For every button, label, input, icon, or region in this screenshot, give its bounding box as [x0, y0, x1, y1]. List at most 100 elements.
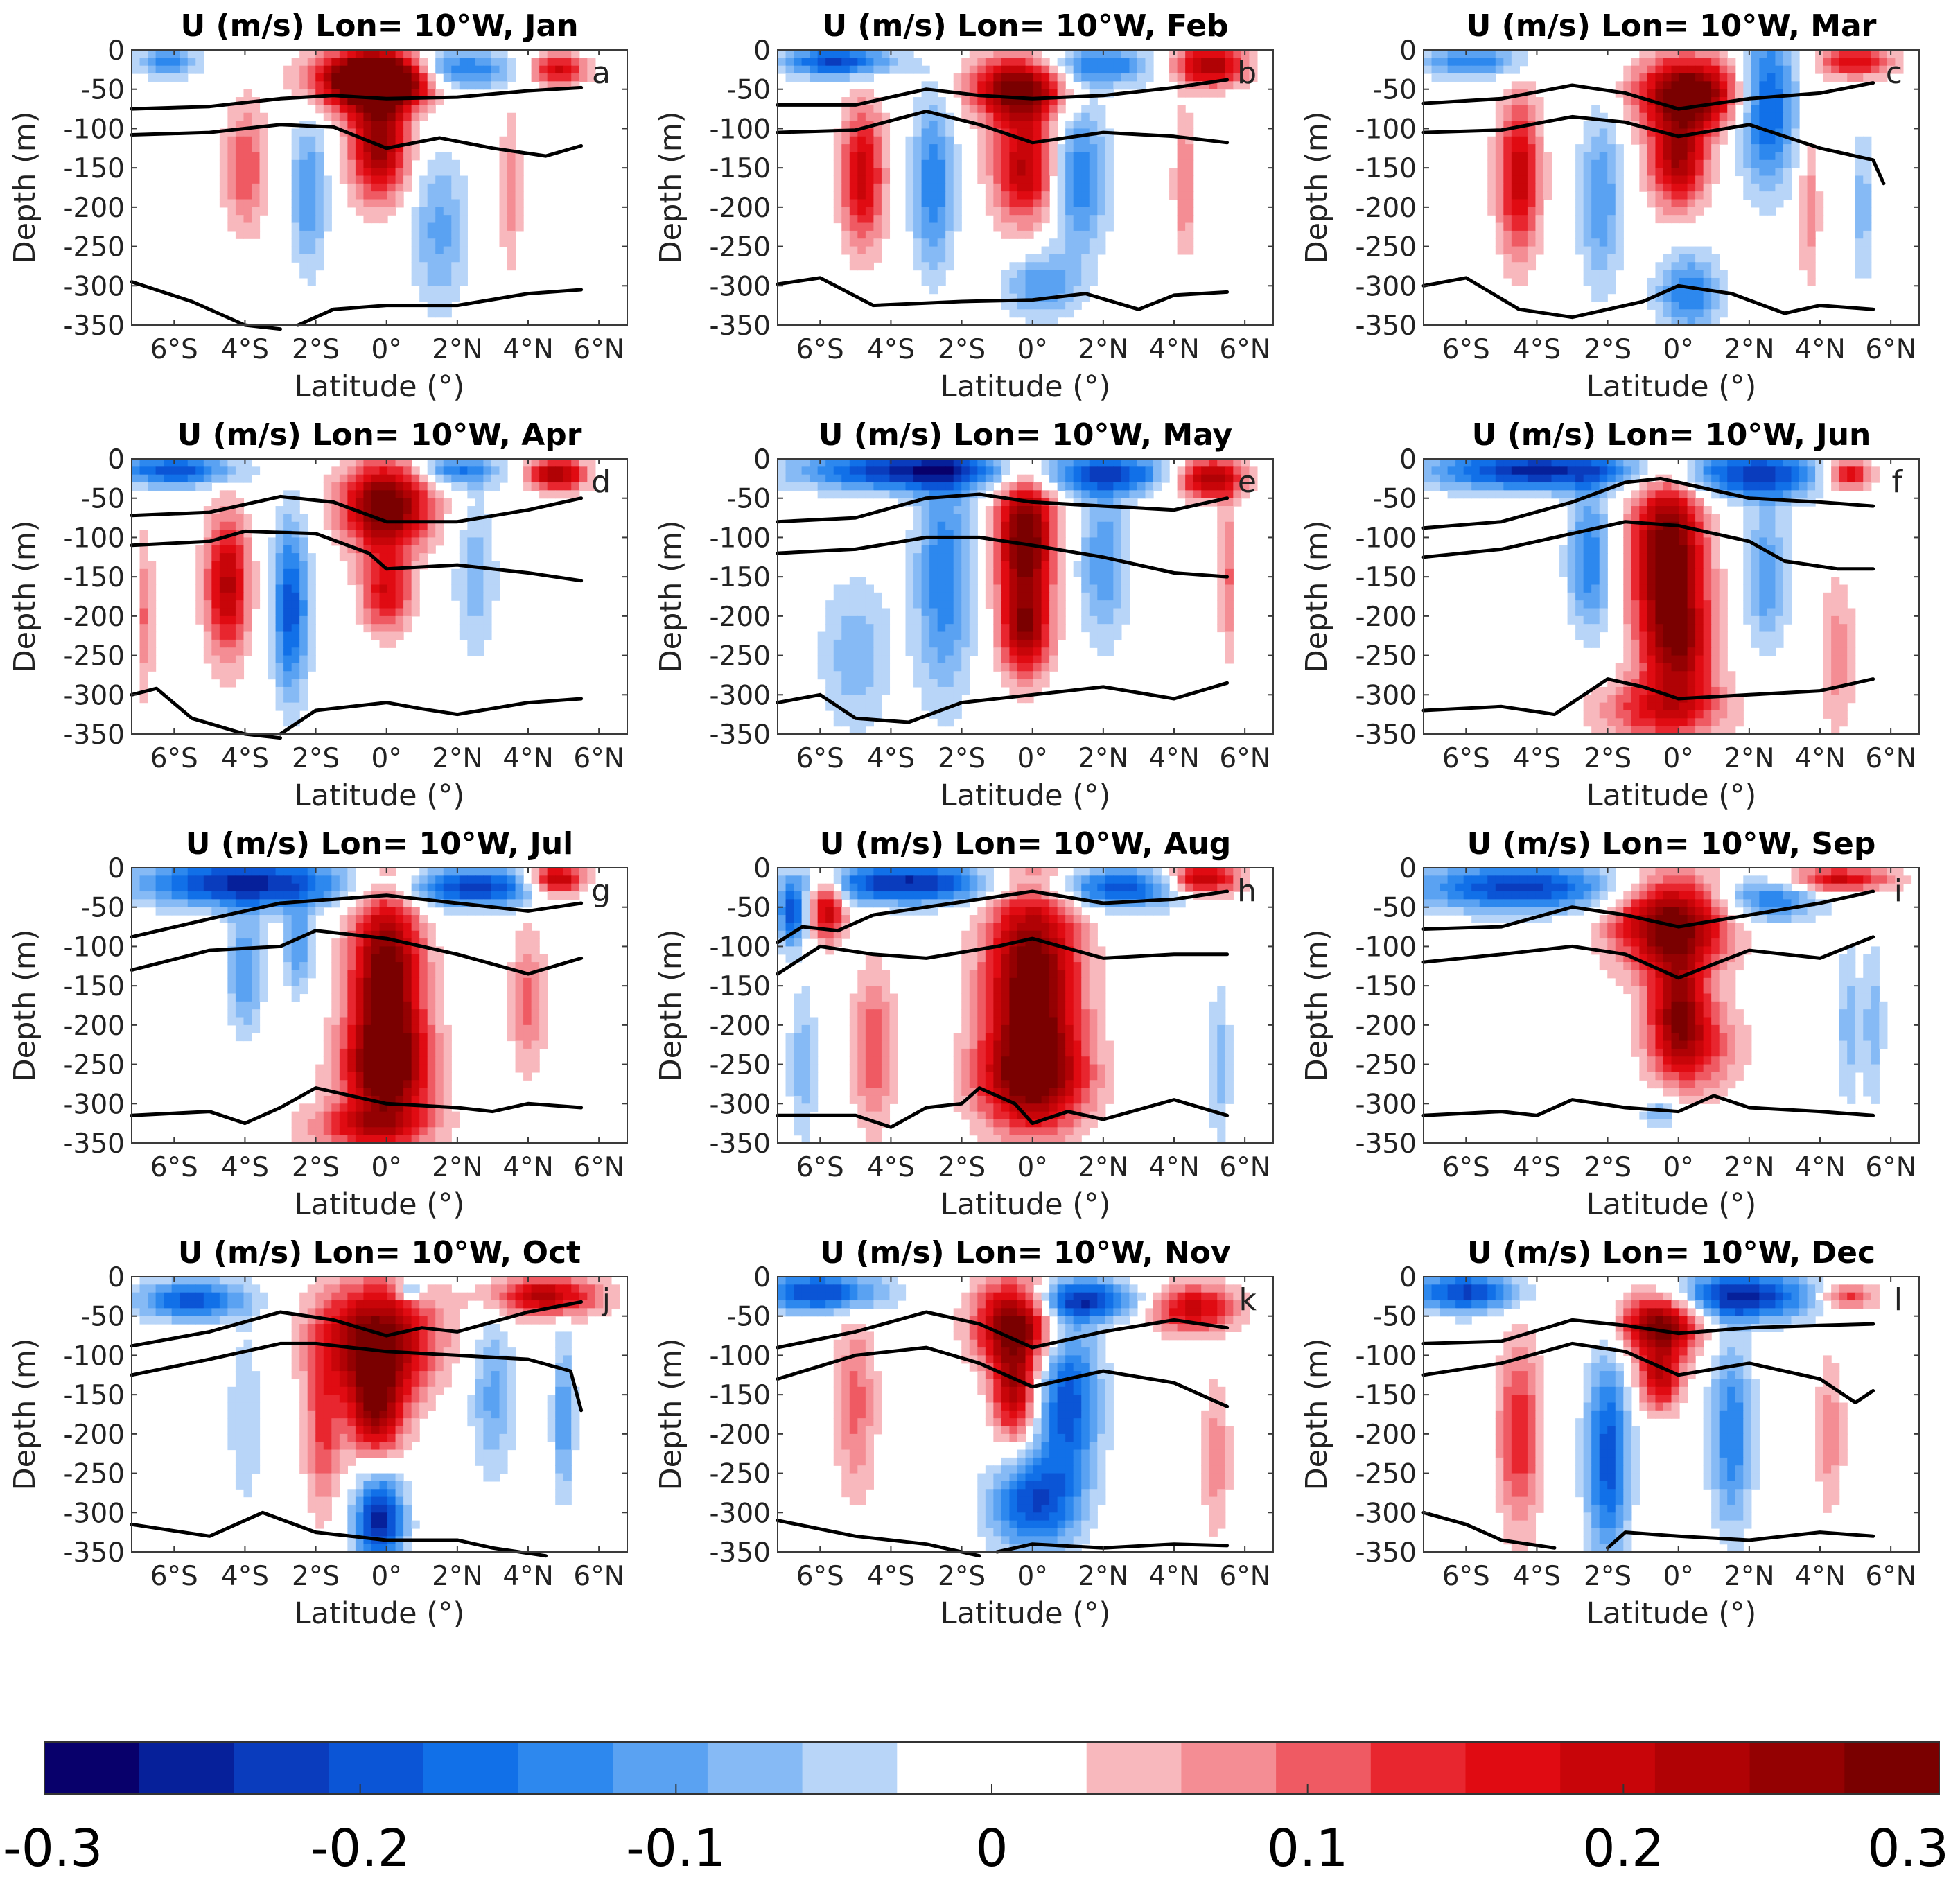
field-cell: [211, 671, 220, 680]
field-cell: [451, 65, 460, 74]
field-cell: [1025, 262, 1034, 271]
field-cell: [1241, 81, 1250, 90]
field-cell: [1871, 50, 1880, 58]
field-cell: [993, 474, 1002, 483]
field-cell: [1679, 159, 1688, 168]
field-cell: [1663, 301, 1672, 310]
field-cell: [1671, 73, 1680, 82]
field-cell: [1719, 286, 1728, 295]
field-cell: [1535, 482, 1544, 491]
panel-letter: a: [592, 55, 611, 91]
field-cell: [1185, 183, 1194, 192]
field-cell: [1001, 655, 1010, 664]
field-cell: [515, 207, 524, 216]
field-cell: [331, 97, 340, 105]
field-cell: [467, 553, 476, 562]
field-cell: [427, 521, 436, 530]
field-cell: [1137, 459, 1146, 467]
field-cell: [259, 152, 268, 161]
field-cell: [1519, 50, 1528, 58]
field-cell: [291, 568, 300, 577]
field-cell: [379, 199, 388, 208]
field-cell: [794, 459, 803, 467]
field-cell: [1503, 482, 1512, 491]
field-cell: [1081, 592, 1090, 601]
field-cell: [825, 474, 834, 483]
y-tick-label: -50: [726, 484, 771, 515]
field-cell: [1137, 490, 1146, 499]
field-cell: [1431, 466, 1440, 475]
field-cell: [1017, 207, 1026, 216]
field-cell: [459, 183, 468, 192]
field-cell: [1703, 293, 1712, 302]
field-cell: [985, 207, 994, 216]
field-cell: [259, 183, 268, 192]
field-cell: [427, 277, 436, 286]
field-cell: [1535, 199, 1544, 208]
field-cell: [1025, 624, 1034, 633]
field-cell: [1017, 639, 1026, 648]
field-cell: [1791, 65, 1800, 74]
field-cell: [945, 199, 954, 208]
field-cell: [299, 246, 308, 255]
field-cell: [865, 89, 874, 98]
field-cell: [315, 89, 324, 98]
field-cell: [1503, 168, 1512, 177]
field-cell: [1487, 144, 1496, 153]
field-cell: [1711, 81, 1720, 90]
field-cell: [139, 631, 148, 640]
field-cell: [355, 112, 365, 121]
field-cell: [283, 498, 292, 507]
field-cell: [347, 498, 356, 507]
field-cell: [467, 624, 476, 633]
field-cell: [1057, 191, 1066, 200]
field-cell: [1121, 600, 1130, 609]
field-cell: [1639, 498, 1648, 507]
field-cell: [1033, 608, 1042, 617]
field-cell: [921, 254, 930, 263]
field-cell: [961, 671, 970, 680]
field-cell: [1711, 121, 1720, 130]
field-cell: [483, 65, 492, 74]
field-cell: [1129, 498, 1138, 507]
field-cell: [937, 230, 946, 239]
field-cell: [1663, 73, 1672, 82]
field-cell: [139, 671, 148, 680]
field-cell: [1440, 459, 1449, 467]
field-cell: [1767, 466, 1776, 475]
field-cell: [1687, 490, 1696, 499]
field-cell: [921, 65, 930, 74]
field-cell: [921, 624, 930, 633]
field-cell: [905, 490, 914, 499]
field-cell: [1639, 58, 1648, 67]
field-cell: [1591, 199, 1600, 208]
field-cell: [1049, 65, 1058, 74]
field-cell: [1615, 474, 1624, 483]
field-cell: [347, 50, 356, 58]
field-cell: [1479, 482, 1488, 491]
field-cell: [897, 490, 907, 499]
field-cell: [1471, 58, 1480, 67]
field-cell: [1711, 474, 1720, 483]
field-cell: [291, 254, 300, 263]
field-cell: [1607, 168, 1616, 177]
field-cell: [315, 191, 324, 200]
field-cell: [1049, 655, 1058, 664]
field-cell: [547, 50, 556, 58]
field-cell: [539, 50, 548, 58]
field-cell: [1639, 159, 1648, 168]
field-cell: [467, 608, 476, 617]
field-cell: [1025, 695, 1034, 704]
field-cell: [155, 482, 164, 491]
field-cell: [1025, 514, 1034, 523]
field-cell: [1767, 81, 1776, 90]
field-cell: [411, 238, 420, 247]
field-cell: [235, 152, 245, 161]
field-cell: [817, 631, 826, 640]
field-cell: [961, 474, 970, 483]
field-cell: [1081, 168, 1090, 177]
field-cell: [985, 568, 994, 577]
field-cell: [1001, 530, 1010, 539]
field-cell: [1863, 58, 1872, 67]
isotherm-line: [776, 78, 1230, 107]
